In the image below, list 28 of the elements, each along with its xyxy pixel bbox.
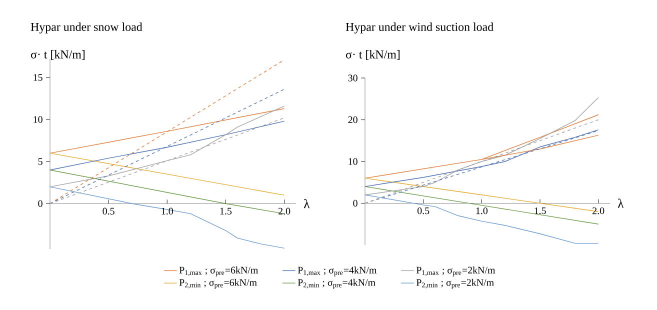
x-axis-title: λ (304, 199, 310, 208)
y-tick-label: 0 (353, 200, 358, 207)
x-tick-label: 0.5 (417, 207, 430, 214)
chart-title: Hypar under snow load (30, 22, 142, 34)
chart-title: Hypar under wind suction load (346, 22, 494, 34)
legend-label: P$_{2,min}$ ; σ$_{pre}$=4kN/m (298, 278, 376, 289)
x-axis-title: λ (618, 198, 624, 208)
y-tick-label: 10 (34, 116, 42, 123)
x-tick-label: 2.0 (592, 207, 604, 214)
x-tick-label: 1.5 (534, 207, 546, 214)
legend-label: P$_{2,min}$ ; σ$_{pre}$=2kN/m (416, 278, 494, 289)
legend-label: P$_{2,min}$ ; σ$_{pre}$=6kN/m (179, 278, 257, 289)
y-tick-label: 20 (348, 116, 358, 124)
y-tick-label: 15 (34, 74, 42, 81)
x-tick-label: 1.0 (476, 207, 488, 214)
x-tick-label: 0.5 (102, 208, 114, 215)
x-tick-label: 1.5 (220, 208, 232, 215)
legend-label: P$_{1,max}$ ; σ$_{pre}$=2kN/m (416, 266, 496, 276)
legend-label: P$_{1,max}$ ; σ$_{pre}$=6kN/m (179, 266, 258, 276)
y-tick-label: 30 (348, 74, 358, 82)
y-axis-title: σ· t [kN/m] (30, 50, 85, 60)
y-tick-label: 10 (348, 158, 358, 165)
y-tick-label: 0 (38, 200, 42, 207)
x-tick-label: 2.0 (278, 208, 290, 215)
legend-label: P$_{1,max}$ ; σ$_{pre}$=4kN/m (298, 266, 377, 276)
y-tick-label: 5 (38, 158, 42, 165)
x-tick-label: 1.0 (162, 208, 173, 215)
y-axis-title: σ· t [kN/m] (346, 50, 400, 60)
